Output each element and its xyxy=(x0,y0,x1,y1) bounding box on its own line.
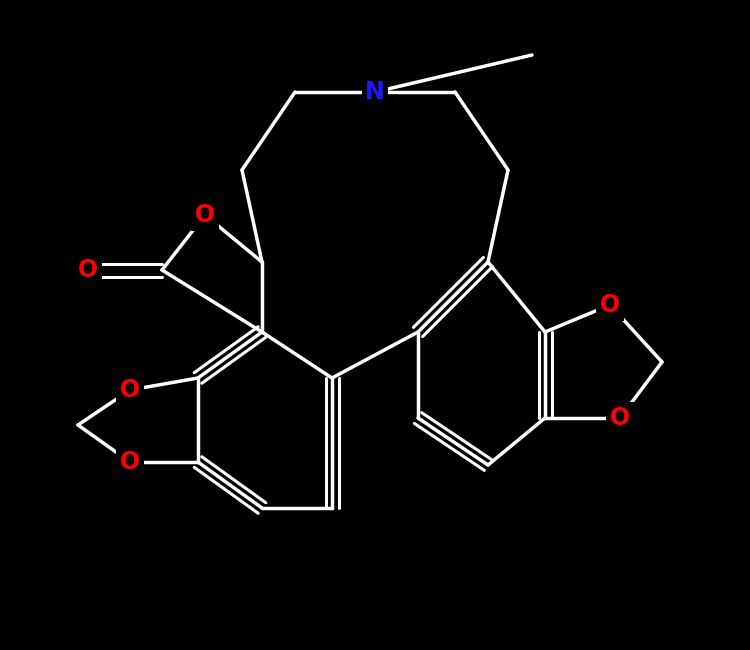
Text: O: O xyxy=(600,293,620,317)
Text: O: O xyxy=(120,378,140,402)
Text: O: O xyxy=(195,203,215,227)
Text: O: O xyxy=(610,406,630,430)
Text: O: O xyxy=(120,450,140,474)
Text: O: O xyxy=(78,258,98,282)
Text: N: N xyxy=(365,80,385,104)
